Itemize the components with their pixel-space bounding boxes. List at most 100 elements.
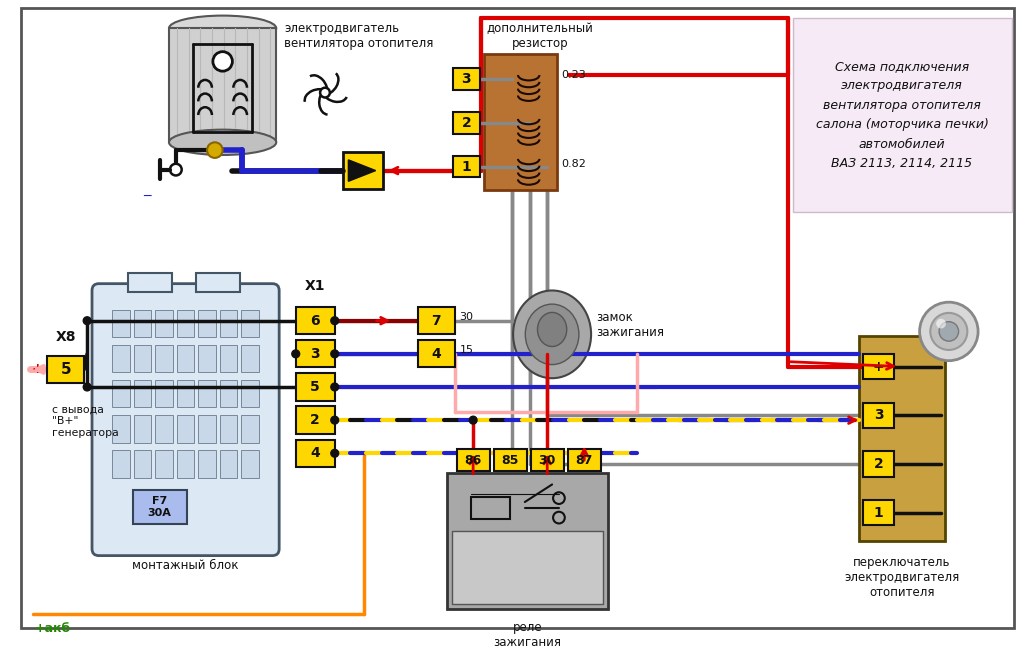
Bar: [471, 497, 510, 518]
Bar: [199, 310, 216, 337]
Bar: [219, 415, 237, 443]
Circle shape: [83, 317, 91, 325]
Text: 3: 3: [310, 347, 320, 361]
Bar: [134, 451, 151, 478]
Text: 4: 4: [310, 446, 320, 460]
Bar: [484, 53, 557, 190]
Text: 5: 5: [60, 362, 71, 377]
Text: Х1: Х1: [305, 280, 325, 293]
Bar: [197, 273, 240, 293]
Ellipse shape: [930, 313, 968, 350]
Text: 1: 1: [462, 160, 471, 173]
Bar: [241, 345, 259, 372]
Bar: [155, 451, 173, 478]
Ellipse shape: [919, 302, 978, 361]
Text: дополнительный
резистор: дополнительный резистор: [486, 22, 593, 50]
Text: 2: 2: [310, 413, 320, 427]
Bar: [113, 451, 130, 478]
Text: монтажный блок: монтажный блок: [132, 559, 239, 572]
Text: Х8: Х8: [56, 330, 76, 344]
Text: 0.82: 0.82: [561, 158, 586, 169]
Bar: [241, 380, 259, 408]
Text: реле
зажигания: реле зажигания: [494, 621, 561, 649]
Text: +акб: +акб: [34, 622, 70, 635]
Bar: [219, 451, 237, 478]
Bar: [177, 415, 195, 443]
Bar: [859, 336, 945, 541]
Text: замок
зажигания: замок зажигания: [596, 310, 664, 338]
Circle shape: [170, 164, 182, 175]
Text: Схема подключения
электродвигателя
вентилятора отопителя
салона (моторчика печки: Схема подключения электродвигателя венти…: [816, 60, 988, 170]
Ellipse shape: [169, 130, 276, 155]
Text: +: +: [873, 359, 885, 374]
Bar: [447, 473, 608, 609]
Bar: [113, 310, 130, 337]
Circle shape: [331, 350, 338, 358]
Bar: [155, 380, 173, 408]
Text: электродвигатель
вентилятора отопителя: электродвигатель вентилятора отопителя: [284, 22, 434, 50]
Bar: [452, 112, 480, 134]
Bar: [177, 451, 195, 478]
Polygon shape: [349, 160, 376, 181]
Ellipse shape: [537, 312, 567, 346]
Bar: [241, 451, 259, 478]
Bar: [417, 340, 454, 368]
Text: ─: ─: [143, 190, 150, 203]
Text: переключатель
электродвигателя
отопителя: переключатель электродвигателя отопителя: [845, 556, 959, 599]
Bar: [199, 451, 216, 478]
Bar: [417, 307, 454, 334]
Bar: [177, 310, 195, 337]
Bar: [531, 449, 564, 471]
Text: 1: 1: [874, 506, 884, 520]
Bar: [296, 406, 334, 434]
Bar: [132, 490, 186, 524]
Circle shape: [469, 416, 477, 424]
Bar: [134, 380, 151, 408]
Bar: [134, 310, 151, 337]
Text: +: +: [32, 363, 43, 376]
Text: 3: 3: [462, 72, 471, 86]
Bar: [169, 28, 276, 142]
Bar: [155, 310, 173, 337]
Bar: [177, 380, 195, 408]
Bar: [296, 307, 334, 334]
Bar: [452, 68, 480, 90]
Text: 3: 3: [874, 408, 884, 422]
Bar: [219, 345, 237, 372]
FancyBboxPatch shape: [92, 284, 279, 556]
Circle shape: [331, 317, 338, 325]
Bar: [134, 345, 151, 372]
Bar: [128, 273, 172, 293]
Bar: [241, 310, 259, 337]
Text: 7: 7: [432, 314, 441, 328]
Text: 86: 86: [465, 454, 481, 467]
Text: 6: 6: [310, 314, 320, 328]
Text: 0.23: 0.23: [561, 70, 586, 80]
Text: 85: 85: [502, 454, 519, 467]
Bar: [863, 451, 894, 477]
Bar: [296, 374, 334, 400]
Ellipse shape: [169, 16, 276, 41]
Bar: [199, 415, 216, 443]
Circle shape: [207, 142, 223, 158]
Bar: [241, 415, 259, 443]
Bar: [451, 531, 602, 604]
Text: с вывода
"В+"
генератора: с вывода "В+" генератора: [52, 404, 119, 437]
Bar: [863, 354, 894, 379]
Text: 87: 87: [575, 454, 593, 467]
Circle shape: [292, 350, 300, 358]
Text: 30: 30: [538, 454, 556, 467]
Ellipse shape: [513, 291, 591, 378]
Ellipse shape: [939, 321, 958, 341]
Bar: [296, 340, 334, 368]
Bar: [113, 380, 130, 408]
Bar: [863, 500, 894, 526]
Text: F7
30А: F7 30А: [147, 496, 171, 518]
Bar: [296, 439, 334, 467]
Text: 5: 5: [310, 380, 320, 394]
Bar: [155, 345, 173, 372]
Text: 2: 2: [874, 457, 884, 471]
Bar: [199, 345, 216, 372]
Text: 15: 15: [460, 345, 473, 355]
Circle shape: [331, 383, 338, 391]
